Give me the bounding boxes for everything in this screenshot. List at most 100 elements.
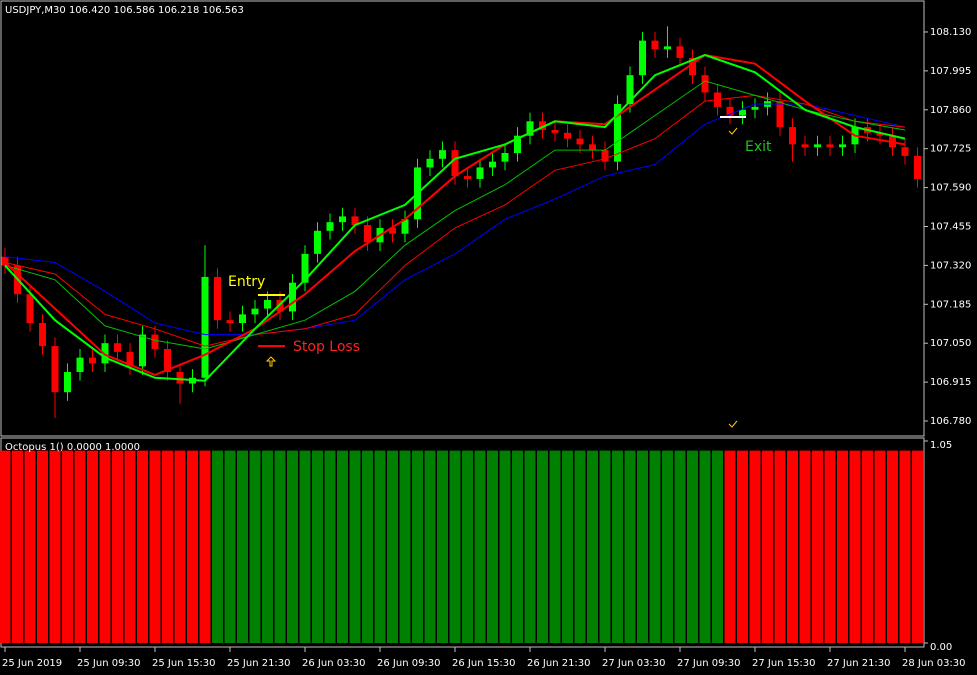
histogram-bar xyxy=(837,450,848,643)
candle-body xyxy=(839,144,846,148)
histogram-bar xyxy=(312,450,323,643)
candle-body xyxy=(801,144,809,148)
histogram-bar xyxy=(62,450,73,643)
check-icon xyxy=(728,420,738,428)
candle-body xyxy=(876,132,884,136)
x-tick-label: 28 Jun 03:30 xyxy=(902,658,966,669)
candle-body xyxy=(226,320,234,324)
histogram-bar xyxy=(712,450,723,643)
candle-body xyxy=(214,276,221,321)
histogram-bar xyxy=(249,450,261,643)
candle-body xyxy=(726,106,734,116)
histogram-bar xyxy=(37,450,48,643)
histogram-bar xyxy=(862,450,873,643)
histogram-bar xyxy=(674,450,686,643)
histogram-bar xyxy=(749,450,761,643)
candle-body xyxy=(639,40,646,76)
histogram-bar xyxy=(262,450,273,643)
histogram-bar xyxy=(887,450,898,643)
histogram-bar xyxy=(724,450,736,643)
candle-body xyxy=(326,222,334,231)
candle-body xyxy=(626,75,634,105)
candle-body xyxy=(26,294,34,324)
x-tick-label: 26 Jun 09:30 xyxy=(377,658,441,669)
histogram-bar xyxy=(499,450,511,643)
candle-body xyxy=(614,104,621,162)
histogram-bar xyxy=(437,450,448,643)
moving-average xyxy=(4,53,906,382)
histogram-bar xyxy=(612,450,623,643)
x-tick-label: 27 Jun 09:30 xyxy=(677,658,741,669)
stop-loss-label: Stop Loss xyxy=(293,339,360,355)
histogram-bar xyxy=(137,450,148,643)
histogram-bar xyxy=(662,450,673,643)
histogram-bar xyxy=(187,450,198,643)
candle-body xyxy=(676,46,684,58)
candle-body xyxy=(364,225,371,243)
candle-body xyxy=(426,158,434,168)
histogram-bar xyxy=(487,450,498,643)
candle-body xyxy=(339,216,346,223)
candle-body xyxy=(164,348,171,373)
histogram-bar xyxy=(12,450,23,643)
candle-body xyxy=(489,161,496,168)
moving-average xyxy=(4,103,906,336)
x-tick-label: 26 Jun 15:30 xyxy=(452,658,516,669)
histogram-bar xyxy=(687,450,698,643)
candle-body xyxy=(601,150,609,162)
histogram-bar xyxy=(587,450,598,643)
x-tick-label: 25 Jun 15:30 xyxy=(152,658,216,669)
y-tick-label: 107.320 xyxy=(930,260,971,271)
histogram-bar xyxy=(424,450,436,643)
candle-body xyxy=(239,314,246,324)
candle-body xyxy=(389,227,396,234)
histogram-bar xyxy=(599,450,611,643)
histogram-bar xyxy=(199,450,211,643)
histogram-bar xyxy=(737,450,748,643)
histogram-bar xyxy=(812,450,823,643)
candle-body xyxy=(789,127,796,145)
histogram-bar xyxy=(624,450,636,643)
histogram-bar xyxy=(474,450,486,643)
histogram-bar xyxy=(912,450,923,643)
candle-body xyxy=(914,155,921,179)
candle-body xyxy=(51,346,59,393)
histogram-bar xyxy=(212,450,223,643)
histogram-bar xyxy=(399,450,411,643)
candle-body xyxy=(776,101,784,128)
exit-label: Exit xyxy=(745,139,772,155)
candle-body xyxy=(251,308,259,315)
price-panel xyxy=(0,0,925,437)
histogram-bar xyxy=(87,450,98,643)
x-tick-label: 27 Jun 03:30 xyxy=(602,658,666,669)
histogram-bar xyxy=(162,450,173,643)
candle-body xyxy=(476,167,484,179)
candle-body xyxy=(564,132,571,139)
candle-body xyxy=(314,230,321,254)
candle-body xyxy=(501,153,509,162)
candle-body xyxy=(651,40,659,50)
histogram-bar xyxy=(449,450,461,643)
candle-body xyxy=(264,299,271,309)
histogram-bar xyxy=(649,450,661,643)
y-tick-label: 106.915 xyxy=(930,377,971,388)
x-tick-label: 25 Jun 09:30 xyxy=(77,658,141,669)
candle-body xyxy=(576,138,584,145)
histogram-bar xyxy=(574,450,586,643)
candle-body xyxy=(514,135,521,154)
y-tick-label: 108.130 xyxy=(930,27,971,38)
y-tick-label: 106.780 xyxy=(930,416,971,427)
y-tick-label: 107.860 xyxy=(930,105,971,116)
candle-body xyxy=(701,75,709,93)
histogram-bar xyxy=(374,450,386,643)
x-tick-label: 25 Jun 21:30 xyxy=(227,658,291,669)
candle-body xyxy=(551,129,559,133)
candle-body xyxy=(589,144,596,151)
candle-body xyxy=(539,121,546,130)
candle-body xyxy=(139,334,146,367)
candle-body xyxy=(201,276,209,378)
candle-body xyxy=(1,256,9,266)
candle-body xyxy=(751,106,759,110)
x-tick-label: 25 Jun 2019 xyxy=(2,658,62,669)
